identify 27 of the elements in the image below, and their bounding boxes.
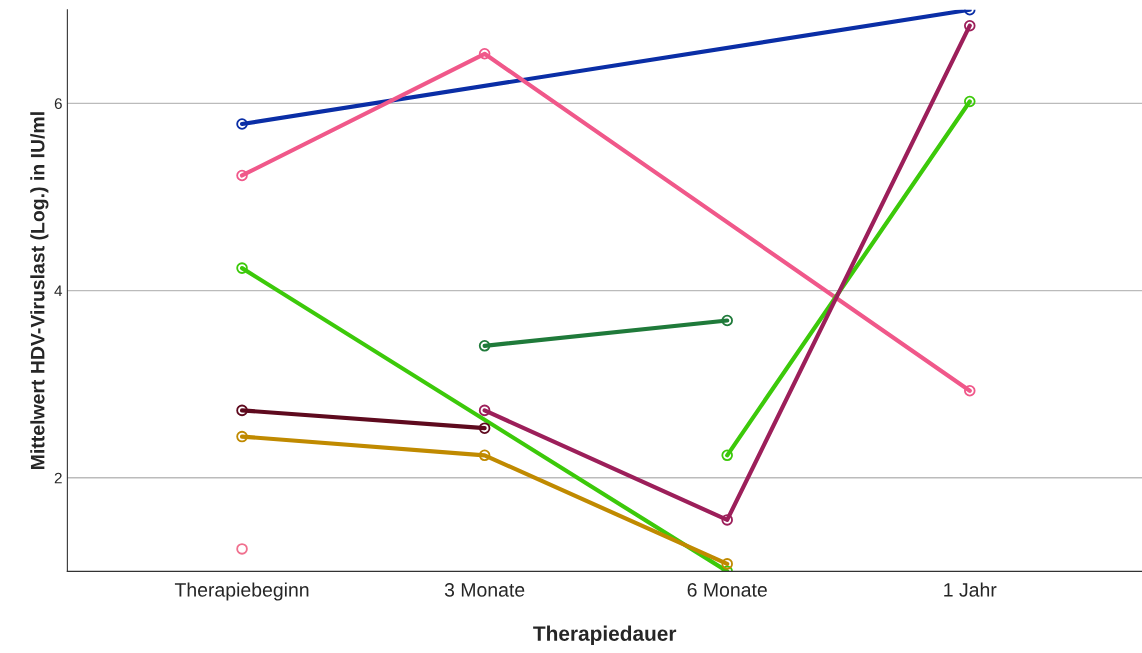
point bbox=[236, 118, 248, 130]
point bbox=[236, 169, 248, 182]
point bbox=[478, 422, 491, 434]
point bbox=[236, 404, 248, 417]
point bbox=[478, 340, 491, 352]
x-tick-label: Therapiebeginn bbox=[174, 582, 309, 601]
point bbox=[478, 404, 491, 417]
y-tick-label: 6 bbox=[54, 98, 62, 110]
x-tick-label: 3 Monate bbox=[444, 583, 525, 597]
y-tick-label: 4 bbox=[54, 285, 63, 297]
point bbox=[964, 19, 976, 32]
point bbox=[721, 314, 733, 327]
point bbox=[721, 449, 733, 462]
point bbox=[236, 543, 248, 555]
x-tick-label: 1 Jahr bbox=[944, 582, 997, 597]
point bbox=[236, 262, 248, 274]
x-axis-title: Therapiedauer bbox=[533, 625, 677, 646]
point bbox=[236, 430, 248, 443]
point bbox=[721, 558, 733, 570]
x-tick-label: 6 Monate bbox=[687, 583, 767, 597]
y-tick-label: 2 bbox=[54, 472, 62, 484]
point bbox=[478, 449, 491, 462]
point bbox=[964, 384, 976, 397]
point bbox=[721, 514, 733, 526]
y-axis-title: Mittelwert HDV-Viruslast (Log.) in IU/ml bbox=[30, 112, 49, 469]
point bbox=[964, 95, 976, 108]
point bbox=[478, 48, 491, 60]
